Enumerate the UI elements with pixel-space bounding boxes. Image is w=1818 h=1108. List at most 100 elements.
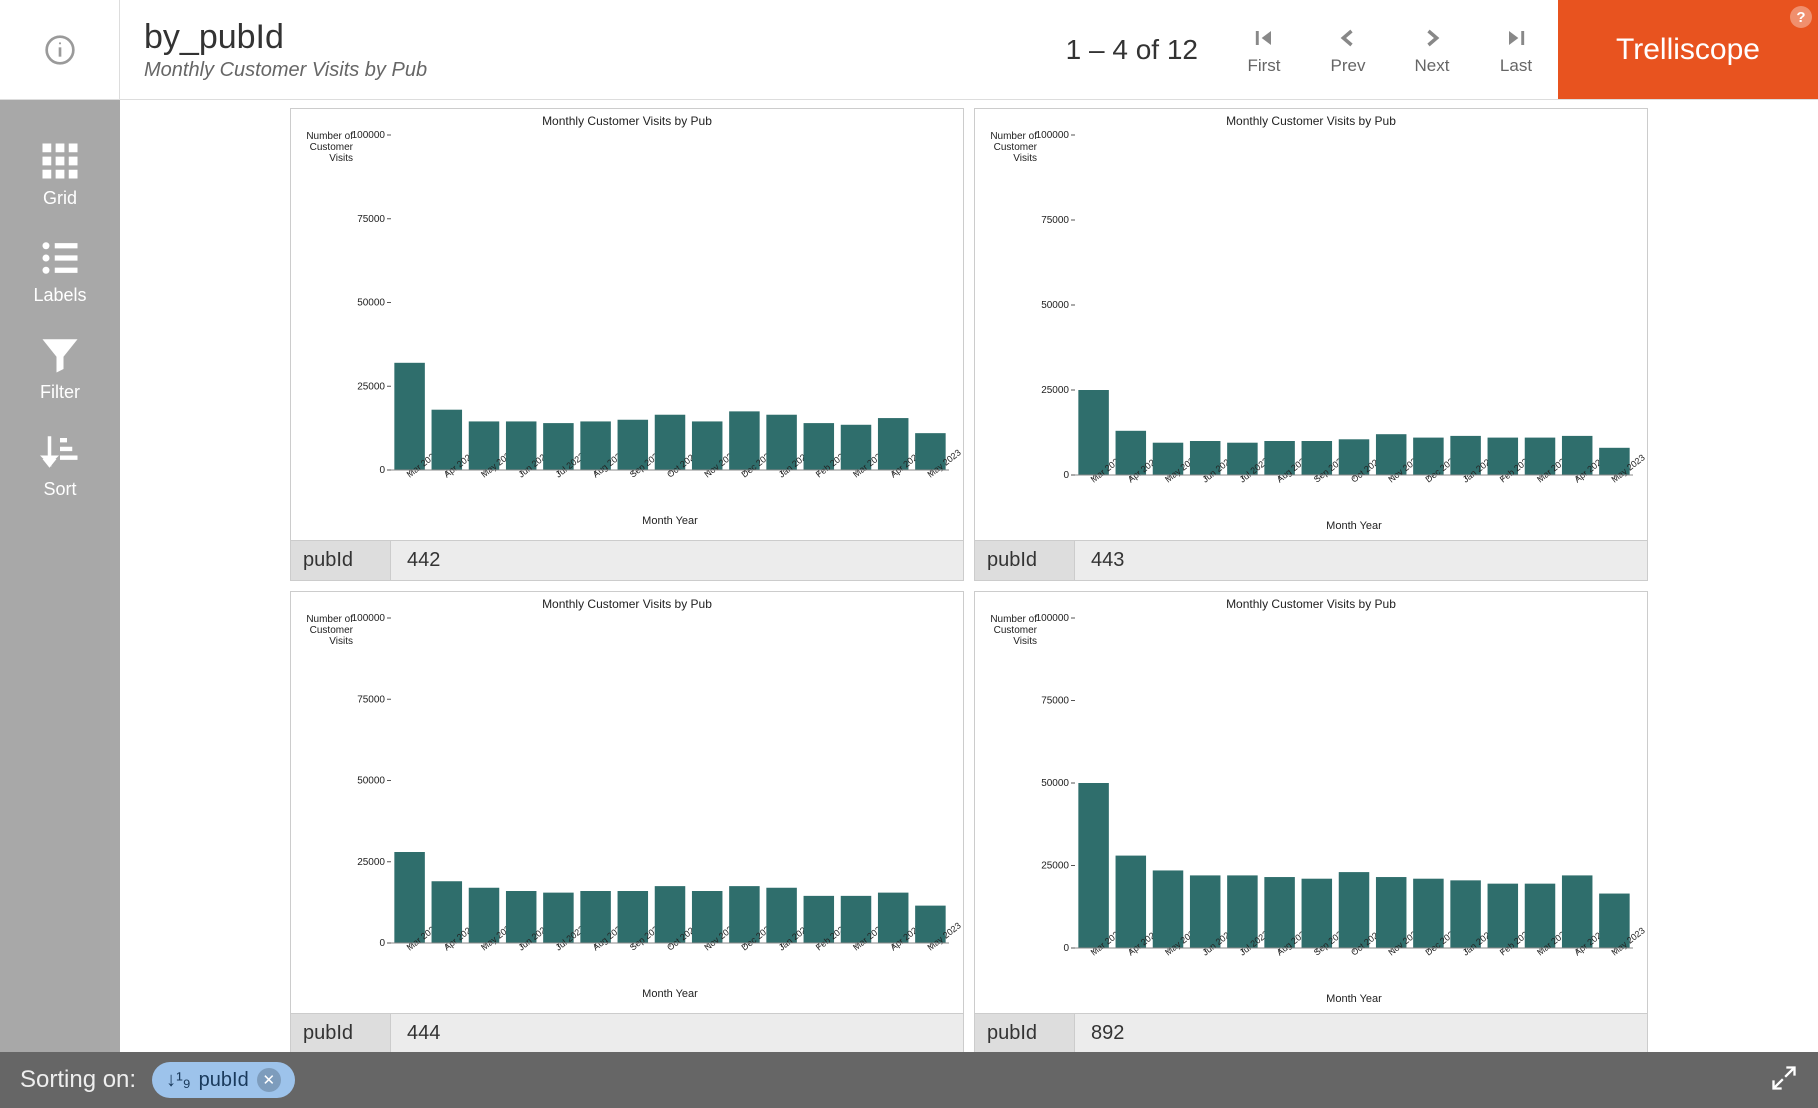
page-title: by_pubId (144, 18, 1042, 57)
expand-icon (1770, 1064, 1798, 1092)
panel-footer-value: 444 (391, 1014, 963, 1052)
sidebar-item-label: Sort (43, 479, 76, 500)
pager-first-button[interactable]: First (1234, 24, 1294, 76)
panel-footer: pubId 442 (291, 540, 963, 580)
svg-text:25000: 25000 (357, 857, 385, 868)
sidebar: Grid Labels Filter Sort (0, 100, 120, 1052)
sort-icon (39, 431, 81, 473)
svg-text:Monthly Customer Visits by Pub: Monthly Customer Visits by Pub (1226, 114, 1396, 128)
svg-text:Visits: Visits (329, 636, 353, 647)
svg-text:25000: 25000 (1041, 385, 1069, 396)
sort-status-label: Sorting on: (20, 1066, 136, 1094)
svg-text:Customer: Customer (994, 625, 1038, 636)
chart: Monthly Customer Visits by Pub Number ofC… (291, 109, 963, 540)
svg-text:0: 0 (1063, 943, 1069, 954)
panel-footer: pubId 443 (975, 540, 1647, 580)
sidebar-item-grid[interactable]: Grid (39, 140, 81, 209)
svg-text:25000: 25000 (357, 381, 385, 392)
chevron-right-icon (1418, 24, 1446, 52)
sidebar-item-label: Grid (43, 188, 77, 209)
panel: Monthly Customer Visits by Pub Number ofC… (974, 591, 1648, 1052)
fullscreen-button[interactable] (1770, 1064, 1798, 1097)
svg-text:Visits: Visits (329, 153, 353, 164)
chart: Monthly Customer Visits by Pub Number ofC… (975, 109, 1647, 540)
pager-range: 1 – 4 of 12 (1066, 34, 1198, 66)
brand: Trelliscope ? (1558, 0, 1818, 99)
svg-text:75000: 75000 (1041, 215, 1069, 226)
svg-text:Customer: Customer (310, 142, 354, 153)
first-icon (1250, 24, 1278, 52)
chevron-left-icon (1334, 24, 1362, 52)
panel: Monthly Customer Visits by Pub Number ofC… (290, 108, 964, 581)
svg-text:25000: 25000 (1041, 861, 1069, 872)
svg-text:75000: 75000 (1041, 696, 1069, 707)
grid-icon (39, 140, 81, 182)
svg-text:Number of: Number of (990, 614, 1037, 625)
sidebar-item-sort[interactable]: Sort (39, 431, 81, 500)
panel-footer-label: pubId (975, 541, 1075, 580)
page-subtitle: Monthly Customer Visits by Pub (144, 59, 1042, 82)
panel-footer: pubId 444 (291, 1013, 963, 1052)
svg-text:Visits: Visits (1013, 153, 1037, 164)
sort-chip-text: pubId (199, 1069, 249, 1092)
last-icon (1502, 24, 1530, 52)
svg-text:100000: 100000 (352, 613, 386, 624)
help-button[interactable]: ? (1790, 6, 1812, 28)
panel-footer-label: pubId (291, 541, 391, 580)
svg-text:Month Year: Month Year (642, 988, 698, 1000)
sort-chip-icon: ↓¹₉ (166, 1069, 191, 1092)
chart: Monthly Customer Visits by Pub Number ofC… (975, 592, 1647, 1013)
svg-text:50000: 50000 (357, 776, 385, 787)
svg-text:0: 0 (379, 465, 385, 476)
svg-text:Visits: Visits (1013, 636, 1037, 647)
svg-text:75000: 75000 (357, 214, 385, 225)
svg-text:100000: 100000 (1036, 613, 1070, 624)
svg-text:Number of: Number of (306, 131, 353, 142)
svg-text:Number of: Number of (990, 131, 1037, 142)
svg-text:50000: 50000 (1041, 778, 1069, 789)
svg-text:0: 0 (379, 938, 385, 949)
svg-text:50000: 50000 (1041, 300, 1069, 311)
panel-footer-value: 442 (391, 541, 963, 580)
svg-text:Month Year: Month Year (1326, 993, 1382, 1005)
header-bar: by_pubId Monthly Customer Visits by Pub … (0, 0, 1818, 100)
panel-footer-value: 443 (1075, 541, 1647, 580)
chart: Monthly Customer Visits by Pub Number ofC… (291, 592, 963, 1013)
svg-text:50000: 50000 (357, 298, 385, 309)
sort-chip[interactable]: ↓¹₉ pubId ✕ (152, 1062, 295, 1098)
sidebar-item-label: Labels (33, 285, 86, 306)
svg-text:Customer: Customer (310, 625, 354, 636)
sort-chip-remove[interactable]: ✕ (257, 1068, 281, 1092)
title-block: by_pubId Monthly Customer Visits by Pub (120, 0, 1066, 99)
panel-footer-value: 892 (1075, 1014, 1647, 1052)
panel: Monthly Customer Visits by Pub Number ofC… (974, 108, 1648, 581)
svg-text:100000: 100000 (1036, 130, 1070, 141)
panel-footer: pubId 892 (975, 1013, 1647, 1052)
pager-prev-button[interactable]: Prev (1318, 24, 1378, 76)
svg-text:Number of: Number of (306, 614, 353, 625)
svg-text:Customer: Customer (994, 142, 1038, 153)
pager-next-button[interactable]: Next (1402, 24, 1462, 76)
panel-grid: Monthly Customer Visits by PubNumber ofC… (120, 100, 1818, 1052)
list-icon (39, 237, 81, 279)
pager-last-button[interactable]: Last (1486, 24, 1546, 76)
status-bar: Sorting on: ↓¹₉ pubId ✕ (0, 1052, 1818, 1108)
svg-text:Monthly Customer Visits by Pub: Monthly Customer Visits by Pub (542, 597, 712, 611)
panel-footer-label: pubId (291, 1014, 391, 1052)
sidebar-item-filter[interactable]: Filter (39, 334, 81, 403)
sidebar-item-label: Filter (40, 382, 80, 403)
svg-text:Month Year: Month Year (642, 515, 698, 527)
svg-text:75000: 75000 (357, 694, 385, 705)
svg-text:Monthly Customer Visits by Pub: Monthly Customer Visits by Pub (1226, 597, 1396, 611)
panel: Monthly Customer Visits by Pub Number ofC… (290, 591, 964, 1052)
pager: 1 – 4 of 12 First Prev Next Last (1066, 0, 1558, 99)
info-button[interactable] (0, 0, 120, 99)
svg-text:100000: 100000 (352, 130, 386, 141)
svg-text:0: 0 (1063, 470, 1069, 481)
svg-text:Monthly Customer Visits by Pub: Monthly Customer Visits by Pub (542, 114, 712, 128)
svg-text:Month Year: Month Year (1326, 520, 1382, 532)
filter-icon (39, 334, 81, 376)
info-icon (44, 34, 76, 66)
panel-footer-label: pubId (975, 1014, 1075, 1052)
sidebar-item-labels[interactable]: Labels (33, 237, 86, 306)
